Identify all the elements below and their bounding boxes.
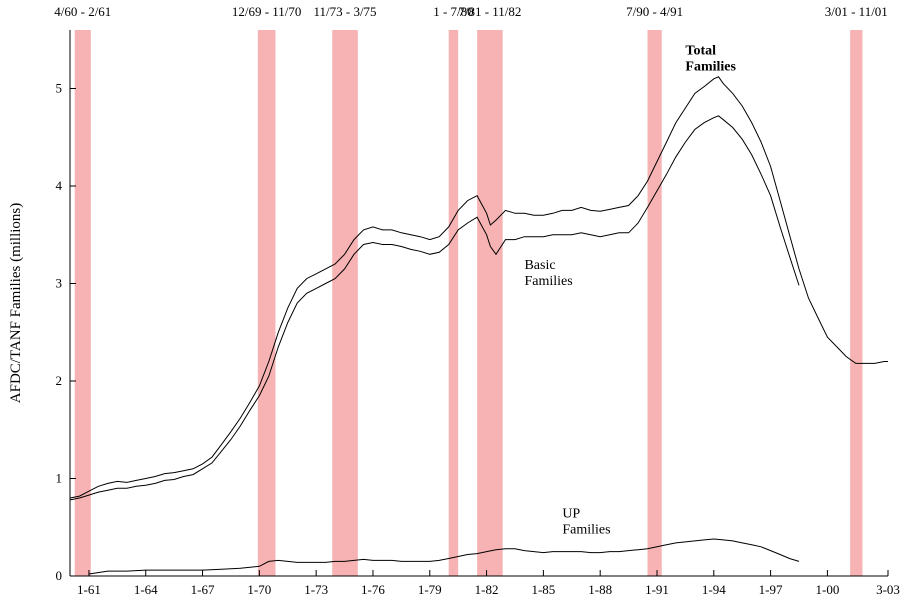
recession-band: [332, 30, 358, 576]
x-tick-label: 1-79: [418, 582, 442, 597]
y-tick-label: 3: [56, 276, 63, 291]
recession-label: 4/60 - 2/61: [54, 4, 111, 19]
x-tick-label: 1-97: [759, 582, 783, 597]
recession-band: [648, 30, 662, 576]
recession-label: 12/69 - 11/70: [232, 4, 302, 19]
recession-label: 7/90 - 4/91: [626, 4, 683, 19]
recession-band: [258, 30, 276, 576]
x-tick-label: 1-76: [361, 582, 385, 597]
x-tick-label: 1-91: [645, 582, 669, 597]
x-tick-label: 1-00: [815, 582, 839, 597]
y-tick-label: 4: [56, 178, 63, 193]
recession-band: [850, 30, 862, 576]
x-tick-label: 1-61: [77, 582, 101, 597]
x-tick-label: 1-70: [247, 582, 271, 597]
chart-container: 0 1 2 3 4 5 1-61 1-64 1-67 1-70 1-73 1-76 1-79 1-82 1-…: [0, 0, 918, 616]
x-tick-label: 1-88: [588, 582, 612, 597]
recession-band: [477, 30, 503, 576]
x-tick-label: 1-73: [304, 582, 328, 597]
y-tick-label: 0: [56, 568, 63, 583]
x-tick-label: 1-94: [702, 582, 726, 597]
x-tick-label: 1-85: [531, 582, 555, 597]
y-tick-label: 2: [56, 373, 63, 388]
line-chart: 0 1 2 3 4 5 1-61 1-64 1-67 1-70 1-73 1-76 1-79 1-82 1-…: [0, 0, 918, 616]
recession-label: 11/73 - 3/75: [313, 4, 376, 19]
y-tick-label: 1: [56, 471, 63, 486]
x-tick-label: 3-03: [876, 582, 900, 597]
recession-band: [449, 30, 458, 576]
y-axis-label: AFDC/TANF Families (millions): [8, 203, 24, 403]
y-tick-label: 5: [56, 81, 63, 96]
recession-label: 7/81 - 11/82: [458, 4, 521, 19]
x-tick-label: 1-64: [134, 582, 158, 597]
x-tick-label: 1-82: [475, 582, 499, 597]
x-tick-label: 1-67: [191, 582, 215, 597]
recession-label: 3/01 - 11/01: [825, 4, 888, 19]
